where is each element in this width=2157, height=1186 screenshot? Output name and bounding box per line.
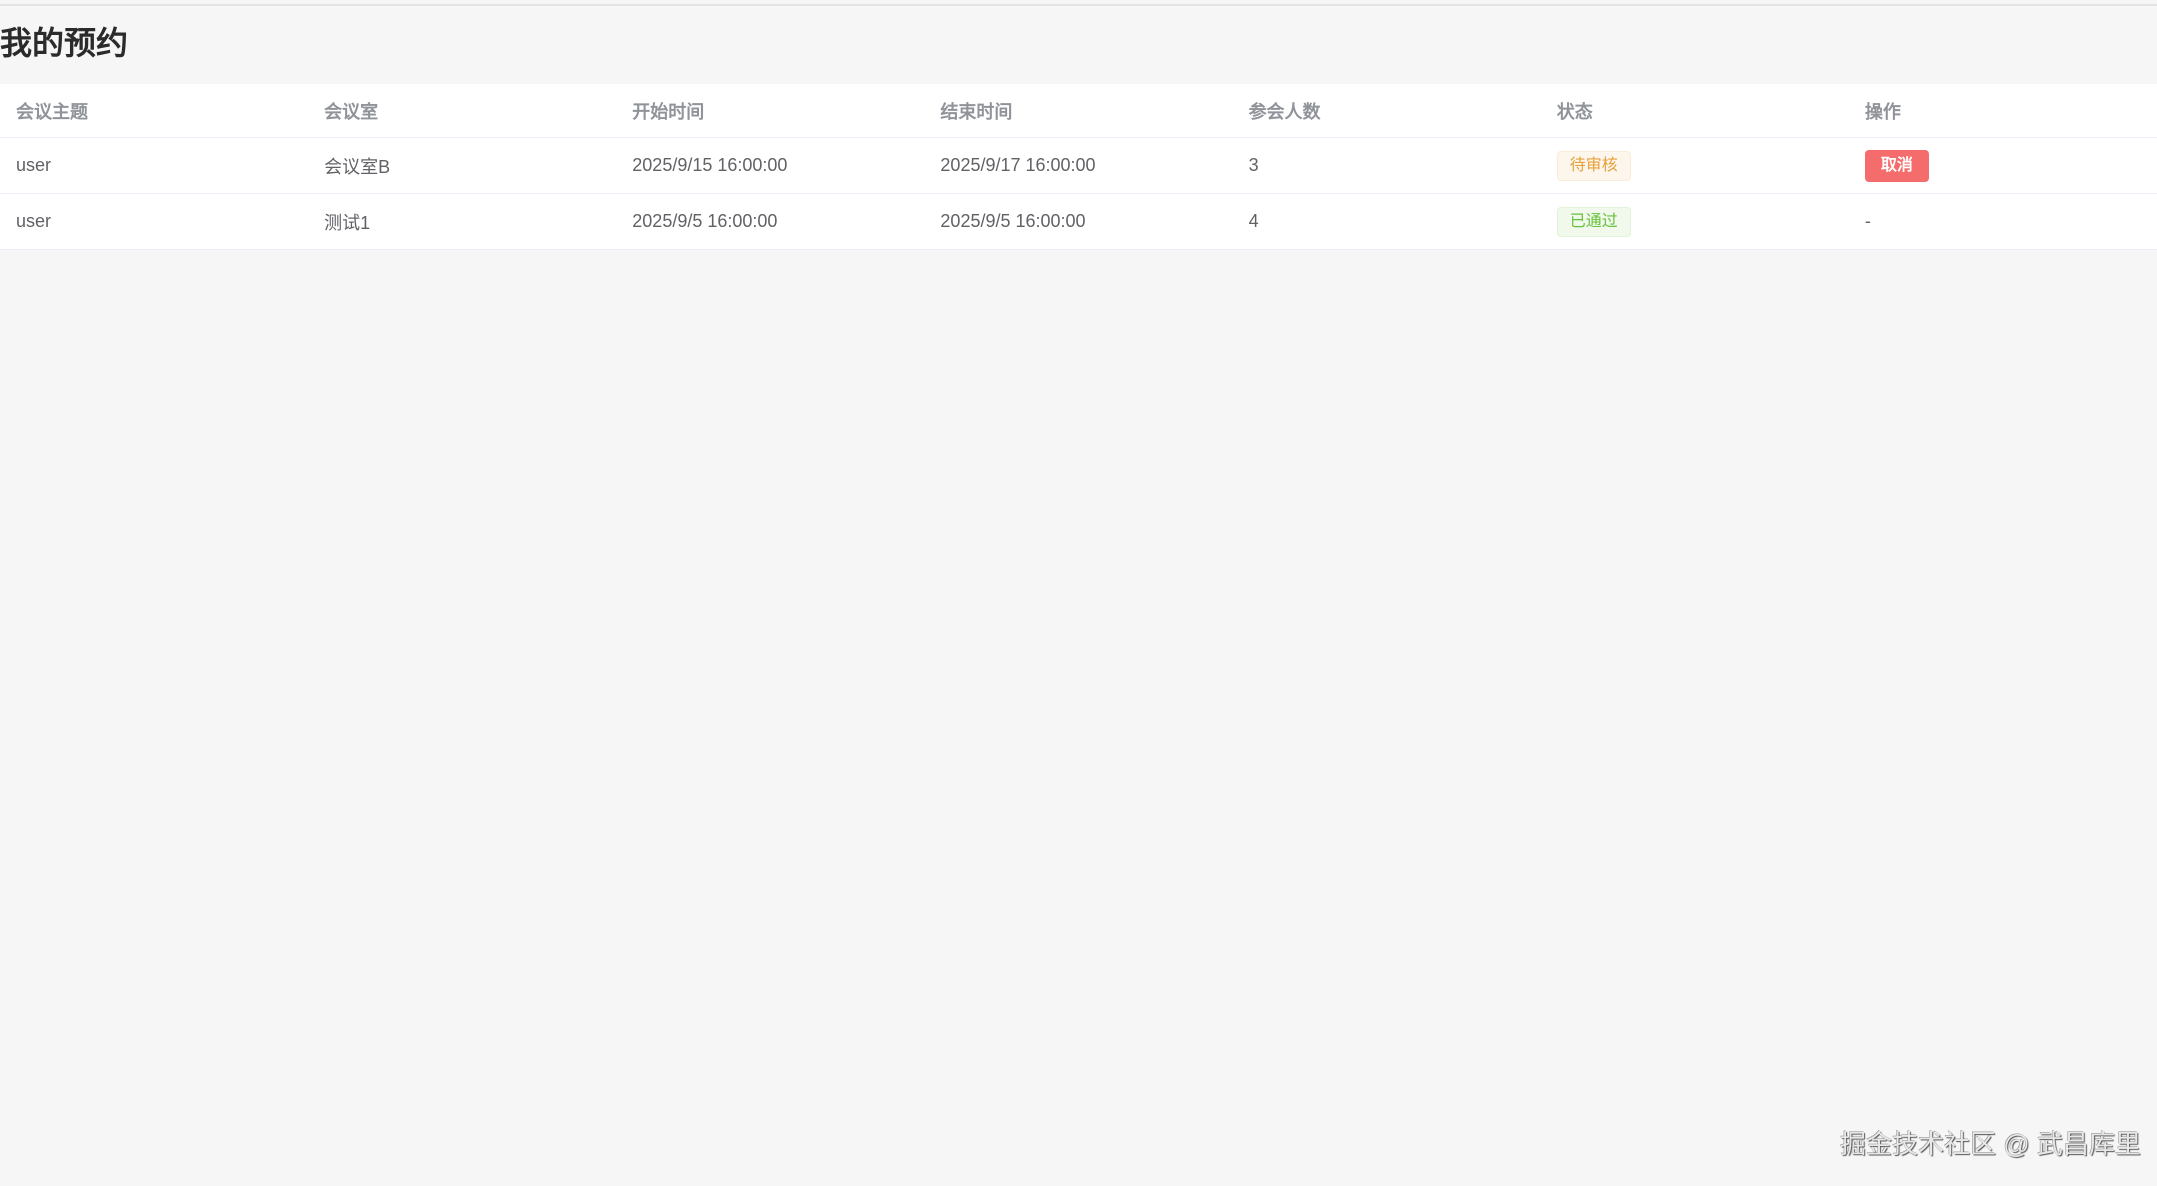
status-badge: 待审核 — [1556, 150, 1631, 181]
cell-room: 测试1 — [308, 193, 617, 250]
cell-topic: user — [0, 137, 309, 194]
table-row: user 测试1 2025/9/5 16:00:00 2025/9/5 16:0… — [0, 193, 2157, 250]
column-header-end: 结束时间 — [924, 84, 1233, 138]
cell-end: 2025/9/5 16:00:00 — [924, 193, 1233, 250]
column-header-status: 状态 — [1540, 84, 1849, 138]
reservations-table: 会议主题 会议室 开始时间 结束时间 参会人数 状态 操作 user 会议室B … — [0, 84, 2157, 250]
column-header-action: 操作 — [1848, 84, 2157, 138]
status-badge: 已通过 — [1556, 206, 1631, 237]
cell-action: 取消 — [1848, 137, 2157, 194]
cell-attendees: 4 — [1232, 193, 1541, 250]
cell-action: - — [1848, 193, 2157, 250]
watermark: 掘金技术社区 @ 武昌库里 — [1840, 1129, 2141, 1159]
table-row: user 会议室B 2025/9/15 16:00:00 2025/9/17 1… — [0, 137, 2157, 194]
page-title: 我的预约 — [0, 25, 129, 61]
cell-start: 2025/9/15 16:00:00 — [616, 137, 925, 194]
column-header-attendees: 参会人数 — [1232, 84, 1541, 138]
cell-start: 2025/9/5 16:00:00 — [616, 193, 925, 250]
cell-status: 已通过 — [1540, 193, 1849, 250]
cell-end: 2025/9/17 16:00:00 — [924, 137, 1233, 194]
column-header-start: 开始时间 — [616, 84, 925, 138]
cell-attendees: 3 — [1232, 137, 1541, 194]
column-header-topic: 会议主题 — [0, 84, 309, 138]
cell-room: 会议室B — [308, 137, 617, 194]
cell-topic: user — [0, 193, 309, 250]
cell-status: 待审核 — [1540, 137, 1849, 194]
table-header-row: 会议主题 会议室 开始时间 结束时间 参会人数 状态 操作 — [0, 84, 2157, 138]
column-header-room: 会议室 — [308, 84, 617, 138]
cancel-button[interactable]: 取消 — [1864, 149, 1929, 182]
